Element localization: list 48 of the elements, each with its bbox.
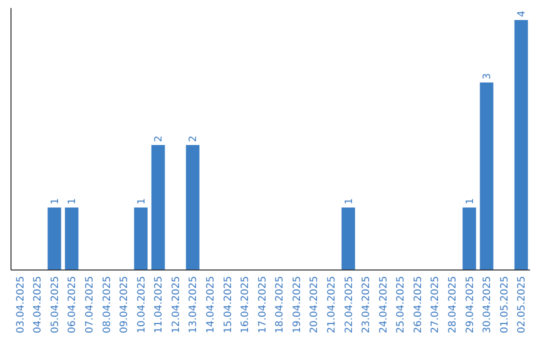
bar [462,208,476,270]
x-tick-label: 03.04.2025 [15,276,26,334]
x-tick-label: 26.04.2025 [412,276,424,334]
x-tick-label: 19.04.2025 [292,276,303,334]
x-tick-label: 06.04.2025 [67,276,78,334]
data-label: 1 [50,198,61,204]
x-tick-label: 16.04.2025 [240,276,252,334]
x-tick-label: 05.04.2025 [50,276,61,334]
x-tick-label: 28.04.2025 [448,276,459,334]
x-tick-label: 04.04.2025 [32,276,44,334]
x-tick-label: 21.04.2025 [326,276,338,334]
data-label: 1 [67,198,78,204]
x-tick-label: 22.04.2025 [344,276,355,334]
bar [151,145,165,270]
data-label: 3 [482,73,494,80]
x-tick-label: 13.04.2025 [188,276,200,334]
x-tick-label: 29.04.2025 [464,276,476,334]
bar [64,208,78,270]
x-tick-label: 09.04.2025 [119,276,130,334]
x-tick-label: 30.04.2025 [482,276,494,334]
x-tick-label: 17.04.2025 [257,276,268,334]
x-tick-label: 27.04.2025 [430,276,442,334]
bar [342,208,356,270]
x-tick-label: 23.04.2025 [361,276,372,334]
data-label: 2 [188,136,200,142]
bar [186,145,200,270]
x-tick-label: 12.04.2025 [170,276,182,334]
x-tick-label: 01.05.2025 [499,276,510,334]
x-tick-label: 07.04.2025 [84,276,96,334]
data-label: 1 [344,198,355,204]
bar [48,208,62,270]
x-tick-label: 25.04.2025 [396,276,407,334]
x-tick-label: 14.04.2025 [205,276,216,334]
x-tick-label: 02.05.2025 [516,276,528,334]
x-tick-label: 10.04.2025 [136,276,148,334]
x-tick-label: 18.04.2025 [274,276,286,334]
x-tick-label: 24.04.2025 [378,276,390,334]
data-label: 1 [464,198,476,204]
data-label: 2 [154,136,165,142]
bar [514,20,528,270]
x-tick-label: 20.04.2025 [309,276,320,334]
x-tick-label: 11.04.2025 [154,276,165,334]
bar [134,208,148,270]
x-tick-label: 08.04.2025 [102,276,113,334]
x-tick-label: 15.04.2025 [222,276,234,334]
data-label: 1 [136,198,148,204]
bar [480,82,494,270]
data-label: 4 [516,10,528,17]
